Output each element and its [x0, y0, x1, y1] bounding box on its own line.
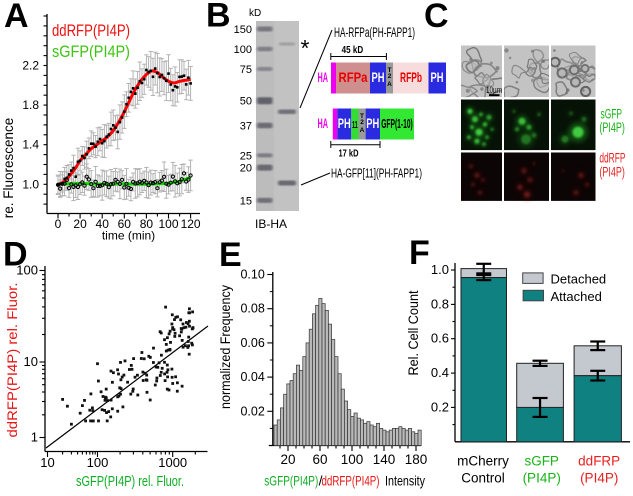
- svg-text:ddRFP: ddRFP: [599, 151, 625, 166]
- svg-text:kD: kD: [249, 8, 261, 19]
- svg-text:(PI4P): (PI4P): [599, 120, 625, 135]
- svg-text:180: 180: [405, 452, 428, 467]
- svg-text:A: A: [360, 127, 365, 134]
- svg-text:E: E: [219, 236, 242, 274]
- svg-text:1: 1: [31, 430, 38, 445]
- svg-text:PH: PH: [338, 116, 351, 131]
- svg-text:60: 60: [118, 217, 132, 231]
- svg-text:100: 100: [16, 263, 38, 278]
- svg-text:0.8: 0.8: [431, 296, 449, 311]
- svg-text:45 kD: 45 kD: [342, 44, 364, 56]
- svg-text:Control: Control: [461, 471, 505, 486]
- svg-text:sGFP: sGFP: [601, 107, 623, 122]
- svg-text:sGFP: sGFP: [524, 454, 559, 469]
- svg-text:0.4: 0.4: [431, 365, 449, 380]
- svg-text:37: 37: [240, 121, 252, 133]
- svg-text:C: C: [424, 0, 449, 35]
- svg-text:60: 60: [312, 452, 327, 467]
- svg-text:ddFRP: ddFRP: [578, 454, 620, 469]
- svg-text:0.08: 0.08: [240, 302, 264, 316]
- svg-text:100: 100: [158, 217, 178, 231]
- svg-text:0.2: 0.2: [431, 399, 449, 414]
- svg-text:(PI4P): (PI4P): [599, 165, 625, 180]
- svg-text:20: 20: [240, 163, 252, 175]
- svg-text:time (min): time (min): [102, 229, 155, 243]
- svg-text:B: B: [206, 0, 231, 35]
- svg-text:11: 11: [352, 120, 358, 131]
- svg-text:0.06: 0.06: [240, 336, 264, 350]
- svg-text:0.04: 0.04: [240, 370, 264, 384]
- svg-text:20: 20: [280, 452, 295, 467]
- svg-text:HA-GFP[11](PH-FAPP1): HA-GFP[11](PH-FAPP1): [331, 166, 422, 181]
- svg-text:(PI4P): (PI4P): [580, 471, 618, 486]
- svg-text:sGFP(PI4P) rel. Fluor.: sGFP(PI4P) rel. Fluor.: [76, 474, 184, 490]
- svg-text:IB-HA: IB-HA: [255, 217, 287, 231]
- svg-text:80: 80: [140, 217, 154, 231]
- svg-text:100: 100: [87, 455, 109, 470]
- svg-text:150: 150: [234, 24, 252, 36]
- svg-text:1.4: 1.4: [22, 138, 39, 152]
- svg-text:0.02: 0.02: [240, 404, 264, 418]
- svg-text:Intensity: Intensity: [385, 473, 425, 489]
- svg-text:ddRFP(PI4P): ddRFP(PI4P): [322, 473, 380, 489]
- svg-text:1.0: 1.0: [431, 262, 449, 277]
- svg-text:0: 0: [55, 217, 62, 231]
- svg-text:17 kD: 17 kD: [339, 149, 359, 160]
- svg-text:F: F: [409, 234, 430, 272]
- svg-text:HA: HA: [318, 116, 329, 131]
- svg-text:*: *: [301, 35, 310, 61]
- svg-text:T: T: [388, 67, 392, 74]
- svg-text:1.8: 1.8: [22, 98, 39, 112]
- svg-text:D: D: [3, 236, 28, 274]
- svg-text:0.10: 0.10: [240, 268, 264, 282]
- svg-text:1000: 1000: [158, 455, 187, 470]
- svg-text:0.6: 0.6: [431, 331, 449, 346]
- svg-text:10: 10: [24, 354, 38, 369]
- svg-text:75: 75: [240, 64, 252, 76]
- svg-text:ddRFP(PI4P) rel. Fluor.: ddRFP(PI4P) rel. Fluor.: [4, 283, 20, 438]
- svg-text:normalized Frequency: normalized Frequency: [217, 285, 233, 409]
- svg-text:120: 120: [181, 217, 201, 231]
- svg-text:2.2: 2.2: [22, 59, 39, 73]
- svg-text:HA-RFPa(PH-FAPP1): HA-RFPa(PH-FAPP1): [334, 24, 415, 40]
- svg-text:100: 100: [234, 44, 252, 56]
- svg-text:T: T: [360, 113, 364, 120]
- svg-text:25: 25: [240, 150, 252, 162]
- svg-text:15: 15: [240, 195, 252, 207]
- svg-text:/: /: [319, 473, 323, 489]
- svg-text:140: 140: [373, 452, 396, 467]
- svg-text:2: 2: [388, 73, 392, 80]
- svg-text:RFPa: RFPa: [339, 69, 368, 85]
- svg-text:10: 10: [40, 455, 54, 470]
- svg-text:mCherry: mCherry: [457, 454, 509, 469]
- svg-text:sGFP(PI4P): sGFP(PI4P): [264, 473, 318, 489]
- svg-text:40: 40: [96, 217, 110, 231]
- svg-text:sGFP(PI4P): sGFP(PI4P): [52, 42, 130, 61]
- svg-text:HA: HA: [318, 70, 329, 85]
- svg-text:PH: PH: [366, 116, 379, 131]
- svg-text:RFPb: RFPb: [400, 69, 422, 85]
- svg-text:ddRFP(PI4P): ddRFP(PI4P): [52, 21, 130, 40]
- svg-text:20: 20: [73, 217, 87, 231]
- svg-text:re. Fluorescence: re. Fluorescence: [1, 118, 16, 219]
- svg-text:Attached: Attached: [551, 289, 602, 304]
- svg-text:Rel. Cell Count: Rel. Cell Count: [405, 290, 421, 375]
- svg-text:2: 2: [360, 119, 364, 126]
- svg-text:50: 50: [240, 96, 252, 108]
- svg-text:10µm: 10µm: [486, 85, 502, 96]
- svg-text:(PI4P): (PI4P): [523, 471, 561, 486]
- svg-text:100: 100: [341, 452, 364, 467]
- svg-text:PH: PH: [372, 70, 385, 85]
- svg-text:GFP(1-10): GFP(1-10): [381, 116, 413, 131]
- svg-text:PH: PH: [431, 70, 444, 85]
- svg-text:Detached: Detached: [551, 271, 607, 286]
- svg-text:1.0: 1.0: [22, 177, 39, 191]
- svg-text:A: A: [387, 81, 392, 88]
- svg-text:A: A: [4, 0, 29, 35]
